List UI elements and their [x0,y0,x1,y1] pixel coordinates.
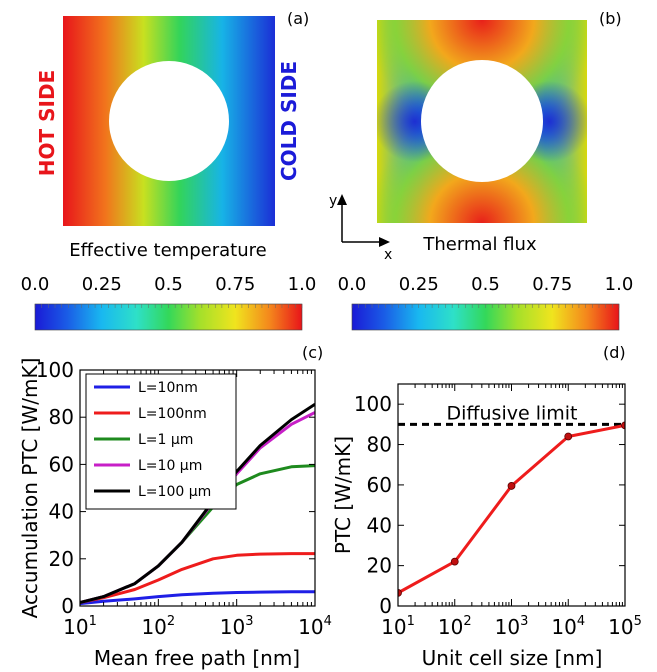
accumulation-ticks [79,369,316,607]
cold-side-label: COLD SIDE [277,61,301,181]
colorbar-left-tick-3: 0.75 [215,274,255,295]
colorbar-right-minor-ticks [351,304,620,308]
colorbar-right: 0.0 0.25 0.5 0.75 1.0 [338,274,634,331]
y-tick-label: 100 [354,392,392,416]
caption-thermal-flux: Thermal flux [422,234,537,255]
panel-letter-b: (b) [599,9,622,28]
x-tick-label: 105 [608,614,642,639]
pore-hole-b [421,60,543,182]
ptc-series [398,421,625,597]
y-tick-label: 40 [367,513,392,537]
legend-box [85,373,237,510]
y-tick-label: 20 [367,554,392,578]
x-tick-label: 103 [495,614,529,639]
legend-label-1: L=10nm [138,380,198,396]
ptc-y-label: PTC [W/mK] [331,436,355,554]
y-tick-label: 40 [49,500,74,524]
y-tick-label: 100 [36,358,74,382]
series-line-1 [80,590,315,606]
panel-letter-c: (c) [302,343,323,362]
colorbar-left-tick-4: 1.0 [288,274,317,295]
ptc-chart: 0 20 40 60 80 100 101 102 103 104 105 Diffusive l… [331,383,642,670]
ptc-y-tick-labels: 0 20 40 60 80 100 [354,392,392,618]
ptc-ticks [397,384,626,607]
y-tick-label: 60 [49,452,74,476]
x-tick-label: 102 [141,614,175,639]
x-tick-label: 104 [551,614,585,639]
series-line-5 [80,402,315,604]
accumulation-x-label: Mean free path [nm] [94,646,300,670]
y-tick-label: 60 [367,473,392,497]
ptc-x-label: Unit cell size [nm] [422,646,603,670]
series-line-2 [80,552,315,604]
colorbar-left-tick-1: 0.25 [82,274,122,295]
colorbar-right-bar [351,303,620,331]
temperature-map [63,16,275,226]
pore-hole-a [109,61,229,181]
colorbar-right-tick-3: 0.75 [532,274,572,295]
legend-label-3: L=1 μm [138,432,193,448]
ptc-point-1 [398,588,402,597]
accumulation-x-tick-labels: 101 102 103 104 [63,614,332,639]
x-tick-label: 101 [63,614,97,639]
ptc-line [398,423,625,595]
x-tick-label: 103 [220,614,254,639]
accumulation-chart-frame [79,369,316,607]
accumulation-chart: 0 20 40 60 80 100 101 102 103 104 Mean free path… [18,358,332,670]
y-tick-label: 80 [367,433,392,457]
panel-letter-a: (a) [287,9,309,28]
y-tick-label: 0 [61,594,74,618]
accumulation-y-tick-labels: 0 20 40 60 80 100 [36,358,74,618]
x-tick-label: 104 [298,614,332,639]
colorbar-left-bar [34,303,303,331]
flux-map [377,20,587,223]
y-tick-label: 0 [379,594,392,618]
colorbar-right-tick-1: 0.25 [399,274,439,295]
axes-indicator: y x [329,193,392,263]
x-tick-label: 102 [438,614,472,639]
axis-indicator-x: x [384,247,392,263]
diffusive-limit-label: Diffusive limit [447,402,578,424]
legend: L=10nm L=100nm L=1 μm L=10 μm L=100 μm [85,373,237,510]
ptc-point-4 [564,432,573,441]
panel-letter-d: (d) [603,343,626,362]
ptc-point-5 [621,421,625,430]
legend-label-5: L=100 μm [138,484,211,500]
hot-side-label: HOT SIDE [35,70,59,176]
x-tick-label: 101 [381,614,415,639]
colorbar-left-tick-2: 0.5 [154,274,183,295]
colorbar-left-tick-0: 0.0 [21,274,50,295]
legend-label-2: L=100nm [138,406,207,422]
ptc-x-tick-labels: 101 102 103 104 105 [381,614,642,639]
colorbar-right-tick-0: 0.0 [338,274,367,295]
accumulation-series [80,402,315,606]
ptc-point-3 [507,482,516,490]
axis-indicator-y: y [329,193,337,209]
colorbar-right-tick-4: 1.0 [605,274,634,295]
colorbar-left-minor-ticks [34,304,303,308]
colorbar-left: 0.0 0.25 0.5 0.75 1.0 [21,274,317,331]
legend-label-4: L=10 μm [138,458,202,474]
colorbar-right-tick-2: 0.5 [471,274,500,295]
y-tick-label: 20 [49,547,74,571]
accumulation-y-label: Accumulation PTC [W/mK] [18,358,42,619]
caption-effective-temperature: Effective temperature [69,240,266,261]
ptc-point-2 [450,557,459,566]
y-tick-label: 80 [49,405,74,429]
